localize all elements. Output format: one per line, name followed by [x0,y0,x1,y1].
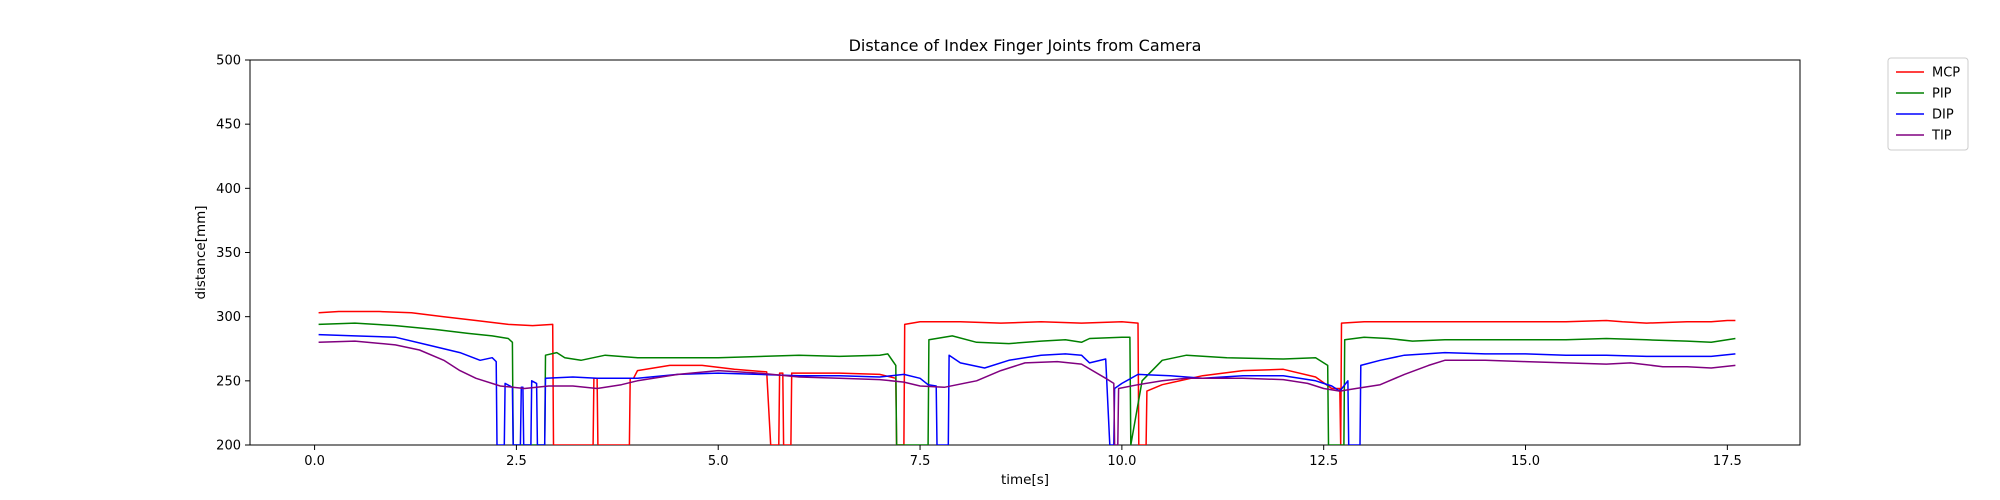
x-axis-label: time[s] [1001,472,1049,488]
x-tick-label: 0.0 [304,454,325,469]
y-tick-label: 400 [216,182,241,197]
x-tick-label: 2.5 [506,454,527,469]
y-tick-label: 250 [216,374,241,389]
series-line-tip [318,340,1736,445]
legend-label-tip: TIP [1931,129,1952,144]
series-layer [318,310,1736,445]
y-tick-label: 450 [216,118,241,133]
x-tick-label: 17.5 [1713,454,1742,469]
axes: 0.0 2.5 5.0 7.5 10.0 12.5 15.0 17.5 200 250 300 350… [216,54,1742,470]
y-tick-label: 350 [216,246,241,261]
x-tick-label: 7.5 [910,454,931,469]
x-tick-label: 15.0 [1511,454,1540,469]
y-axis-label: distance[mm] [193,205,209,299]
legend-box [1887,57,1969,151]
legend-label-dip: DIP [1932,108,1954,123]
legend-label-pip: PIP [1932,87,1952,102]
series-line-mcp [318,310,1736,445]
legend: MCP PIP DIP TIP [1887,57,1969,151]
y-tick-label: 500 [216,54,241,69]
y-tick-label: 200 [216,439,241,454]
x-tick-label: 10.0 [1107,454,1136,469]
x-tick-label: 5.0 [708,454,729,469]
chart-title: Distance of Index Finger Joints from Cam… [849,36,1202,55]
plot-area [249,59,1801,446]
legend-label-mcp: MCP [1932,66,1960,81]
y-tick-label: 300 [216,310,241,325]
x-tick-label: 12.5 [1309,454,1338,469]
series-line-dip [318,333,1736,445]
